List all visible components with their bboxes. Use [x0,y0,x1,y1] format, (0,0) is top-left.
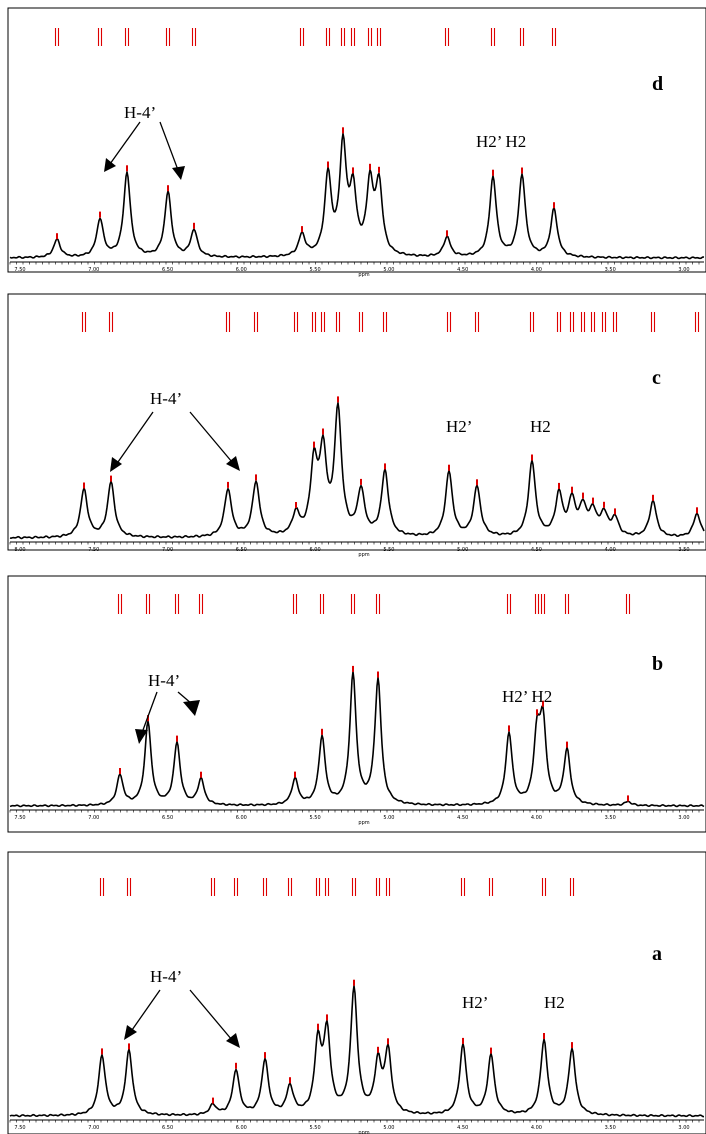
panel-d-spectrum-trace [9,132,705,260]
axis-tick-label: 4.50 [457,1125,468,1131]
panel-d-peak-label-ticks [54,28,557,46]
axis-tick-label: 6.00 [310,547,321,553]
panel-a-h4-label: H-4’ [150,967,182,986]
panel-b-arrows [135,691,200,744]
axis-tick-label: 7.50 [88,547,99,553]
axis-unit-label: ppm [358,820,369,826]
panel-d-peak-markers [56,127,555,240]
panel-a-h2-label: H2 [544,993,565,1012]
axis-tick-label: 6.50 [236,547,247,553]
axis-tick-label: 7.00 [88,1125,99,1131]
axis-tick-label: 4.50 [457,815,468,821]
panel-d-h4-label: H-4’ [124,103,156,122]
axis-tick-label: 6.50 [162,815,173,821]
axis-tick-label: 5.50 [310,815,321,821]
panel-d-frame [7,7,706,273]
panel-b-peak-markers [119,665,629,802]
axis-tick-label: 3.00 [678,815,689,821]
panel-b-letter: b [652,653,663,675]
panel-d-h2-label: H2’ H2 [476,132,526,151]
spectrum-panel-a: 3.00 3.50 4.00 4.50 5.00 5.50 6.00 6.50 7.00 7.50… [7,851,706,1134]
panel-c-h2prime-label: H2’ [446,417,472,436]
axis-tick-label: 6.50 [162,267,173,273]
axis-tick-label: 7.50 [14,267,25,273]
panel-c-h4-label: H-4’ [150,389,182,408]
panel-d-arrow-right-icon [172,166,185,180]
panel-b-arrow-right-icon [183,700,200,716]
axis-tick-label: 7.50 [14,815,25,821]
axis-tick-label: 6.00 [236,267,247,273]
panel-b-frame [7,575,706,833]
panel-c-h2-label: H2 [530,417,551,436]
axis-tick-label: 6.00 [236,815,247,821]
axis-tick-label: 4.00 [605,547,616,553]
panel-c-spectrum-trace [9,402,705,540]
axis-tick-label: 4.00 [531,815,542,821]
axis-tick-label: 6.50 [162,1125,173,1131]
axis-tick-label: 4.00 [531,267,542,273]
panel-b-h4-label: H-4’ [148,671,180,690]
axis-tick-label: 5.00 [383,1125,394,1131]
axis-tick-label: 4.50 [531,547,542,553]
panel-d-arrow-left-icon [104,158,116,172]
axis-tick-label: 5.00 [457,547,468,553]
panel-a-arrows [124,989,240,1048]
panel-b-spectrum-trace [9,670,705,808]
panel-b-x-axis: 3.00 3.50 4.00 4.50 5.00 5.50 6.00 6.50 7.00 7.50… [9,809,704,826]
axis-tick-label: 7.00 [88,815,99,821]
axis-tick-label: 7.00 [162,547,173,553]
panel-c-arrow-right-icon [226,456,240,471]
panel-d-x-axis: 3.00 3.50 4.00 4.50 5.00 5.50 6.00 6.50 7.00 7.50… [9,261,704,278]
axis-tick-label: 4.50 [457,267,468,273]
panel-a-frame [7,851,706,1134]
panel-b-peak-label-ticks [117,594,631,614]
axis-tick-label: 4.00 [531,1125,542,1131]
spectrum-panel-b: 3.00 3.50 4.00 4.50 5.00 5.50 6.00 6.50 7.00 7.50… [7,575,706,833]
axis-tick-label: 3.50 [605,267,616,273]
panel-c-arrow-left-icon [110,457,122,472]
panel-a-letter: a [652,943,662,965]
panel-a-arrow-left-icon [124,1025,137,1040]
axis-tick-label: 3.50 [605,815,616,821]
panel-a-peak-markers [101,979,573,1104]
panel-c-letter: c [652,367,661,389]
panel-c-peak-markers [83,396,698,515]
axis-unit-label: ppm [358,272,369,278]
panel-a-peak-label-ticks [99,878,575,896]
panel-a-arrow-right-icon [226,1033,240,1048]
axis-tick-label: 7.00 [88,267,99,273]
axis-tick-label: 3.00 [678,1125,689,1131]
panel-a-h2prime-label: H2’ [462,993,488,1012]
panel-b-h2-label: H2’ H2 [502,687,552,706]
axis-tick-label: 5.50 [310,267,321,273]
axis-tick-label: 3.00 [678,267,689,273]
axis-tick-label: 6.00 [236,1125,247,1131]
panel-c-peak-label-ticks [81,312,700,332]
spectrum-panel-d: 3.00 3.50 4.00 4.50 5.00 5.50 6.00 6.50 7.00 7.50… [7,7,706,278]
panel-d-arrows [104,121,185,180]
panel-d-letter: d [652,73,663,95]
axis-tick-label: 5.00 [383,267,394,273]
spectrum-panel-c: 3.50 4.00 4.50 5.00 5.50 6.00 6.50 7.00 7.50 8.00… [7,293,706,558]
axis-unit-label: ppm [358,1130,369,1134]
axis-tick-label: 3.50 [678,547,689,553]
axis-tick-label: 5.50 [310,1125,321,1131]
axis-tick-label: 3.50 [605,1125,616,1131]
axis-tick-label: 5.00 [383,815,394,821]
panel-a-spectrum-trace [9,985,704,1118]
axis-tick-label: 7.50 [14,1125,25,1131]
panel-c-arrows [110,411,240,472]
panel-b-arrow-left-icon [135,729,148,744]
axis-unit-label: ppm [358,552,369,558]
axis-tick-label: 8.00 [14,547,25,553]
panel-c-x-axis: 3.50 4.00 4.50 5.00 5.50 6.00 6.50 7.00 7.50 8.00… [9,541,704,558]
panel-a-x-axis: 3.00 3.50 4.00 4.50 5.00 5.50 6.00 6.50 7.00 7.50… [9,1119,704,1134]
axis-tick-label: 5.50 [383,547,394,553]
